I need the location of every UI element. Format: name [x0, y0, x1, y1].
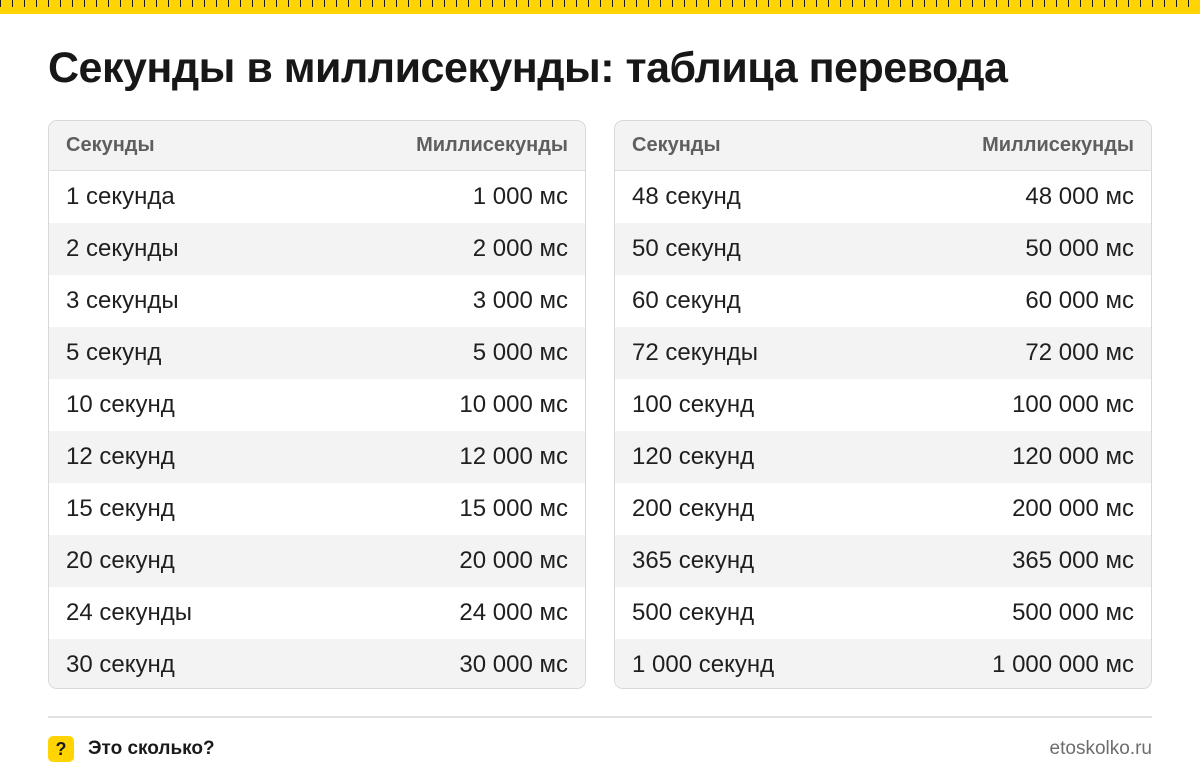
milliseconds-cell: 200 000 мс: [1012, 495, 1134, 522]
table-row: 100 секунд 100 000 мс: [615, 379, 1151, 431]
table-row: 5 секунд 5 000 мс: [49, 327, 585, 379]
table-row: 24 секунды 24 000 мс: [49, 587, 585, 639]
milliseconds-cell: 12 000 мс: [459, 443, 568, 470]
table-row: 500 секунд 500 000 мс: [615, 587, 1151, 639]
milliseconds-cell: 500 000 мс: [1012, 599, 1134, 626]
table-row: 30 секунд 30 000 мс: [49, 639, 585, 688]
conversion-table-left: Секунды Миллисекунды 1 секунда 1 000 мс 2…: [48, 120, 586, 689]
header-milliseconds: Миллисекунды: [416, 134, 568, 156]
seconds-cell: 500 секунд: [632, 599, 755, 626]
milliseconds-cell: 120 000 мс: [1012, 443, 1134, 470]
table-header: Секунды Миллисекунды: [49, 121, 585, 171]
table-row: 1 000 секунд 1 000 000 мс: [615, 639, 1151, 688]
table-row: 120 секунд 120 000 мс: [615, 431, 1151, 483]
milliseconds-cell: 1 000 мс: [472, 183, 568, 210]
page-title: Секунды в миллисекунды: таблица перевода: [48, 44, 1008, 92]
seconds-cell: 100 секунд: [632, 391, 755, 418]
site-link[interactable]: etoskolko.ru: [1049, 738, 1152, 759]
milliseconds-cell: 3 000 мс: [472, 287, 568, 314]
table-row: 200 секунд 200 000 мс: [615, 483, 1151, 535]
seconds-cell: 120 секунд: [632, 443, 755, 470]
seconds-cell: 2 секунды: [66, 235, 179, 262]
milliseconds-cell: 365 000 мс: [1012, 547, 1134, 574]
milliseconds-cell: 2 000 мс: [472, 235, 568, 262]
seconds-cell: 5 секунд: [66, 339, 162, 366]
milliseconds-cell: 100 000 мс: [1012, 391, 1134, 418]
ruler-strip: [0, 0, 1200, 14]
milliseconds-cell: 60 000 мс: [1025, 287, 1134, 314]
milliseconds-cell: 30 000 мс: [459, 651, 568, 678]
footer-divider: [48, 716, 1152, 718]
table-row: 48 секунд 48 000 мс: [615, 171, 1151, 223]
header-seconds: Секунды: [632, 134, 721, 156]
table-row: 1 секунда 1 000 мс: [49, 171, 585, 223]
seconds-cell: 20 секунд: [66, 547, 175, 574]
milliseconds-cell: 72 000 мс: [1025, 339, 1134, 366]
seconds-cell: 200 секунд: [632, 495, 755, 522]
seconds-cell: 12 секунд: [66, 443, 175, 470]
table-row: 60 секунд 60 000 мс: [615, 275, 1151, 327]
seconds-cell: 1 секунда: [66, 183, 175, 210]
seconds-cell: 30 секунд: [66, 651, 175, 678]
table-body: 48 секунд 48 000 мс 50 секунд 50 000 мс 60…: [615, 171, 1151, 688]
table-row: 365 секунд 365 000 мс: [615, 535, 1151, 587]
milliseconds-cell: 1 000 000 мс: [992, 651, 1134, 678]
seconds-cell: 48 секунд: [632, 183, 741, 210]
seconds-cell: 1 000 секунд: [632, 651, 775, 678]
table-row: 3 секунды 3 000 мс: [49, 275, 585, 327]
milliseconds-cell: 24 000 мс: [459, 599, 568, 626]
table-row: 72 секунды 72 000 мс: [615, 327, 1151, 379]
brand: ? Это сколько?: [48, 736, 215, 762]
seconds-cell: 10 секунд: [66, 391, 175, 418]
seconds-cell: 60 секунд: [632, 287, 741, 314]
table-row: 2 секунды 2 000 мс: [49, 223, 585, 275]
seconds-cell: 15 секунд: [66, 495, 175, 522]
conversion-table-right: Секунды Миллисекунды 48 секунд 48 000 мс …: [614, 120, 1152, 689]
milliseconds-cell: 48 000 мс: [1025, 183, 1134, 210]
table-row: 15 секунд 15 000 мс: [49, 483, 585, 535]
milliseconds-cell: 50 000 мс: [1025, 235, 1134, 262]
milliseconds-cell: 5 000 мс: [472, 339, 568, 366]
table-row: 50 секунд 50 000 мс: [615, 223, 1151, 275]
seconds-cell: 3 секунды: [66, 287, 179, 314]
brand-name: Это сколько?: [88, 738, 215, 759]
header-seconds: Секунды: [66, 134, 155, 156]
header-milliseconds: Миллисекунды: [982, 134, 1134, 156]
milliseconds-cell: 20 000 мс: [459, 547, 568, 574]
table-header: Секунды Миллисекунды: [615, 121, 1151, 171]
seconds-cell: 24 секунды: [66, 599, 192, 626]
milliseconds-cell: 10 000 мс: [459, 391, 568, 418]
seconds-cell: 72 секунды: [632, 339, 758, 366]
seconds-cell: 365 секунд: [632, 547, 755, 574]
table-row: 20 секунд 20 000 мс: [49, 535, 585, 587]
table-row: 10 секунд 10 000 мс: [49, 379, 585, 431]
seconds-cell: 50 секунд: [632, 235, 741, 262]
question-mark-icon: ?: [48, 736, 74, 762]
table-body: 1 секунда 1 000 мс 2 секунды 2 000 мс 3 се…: [49, 171, 585, 688]
milliseconds-cell: 15 000 мс: [459, 495, 568, 522]
table-row: 12 секунд 12 000 мс: [49, 431, 585, 483]
